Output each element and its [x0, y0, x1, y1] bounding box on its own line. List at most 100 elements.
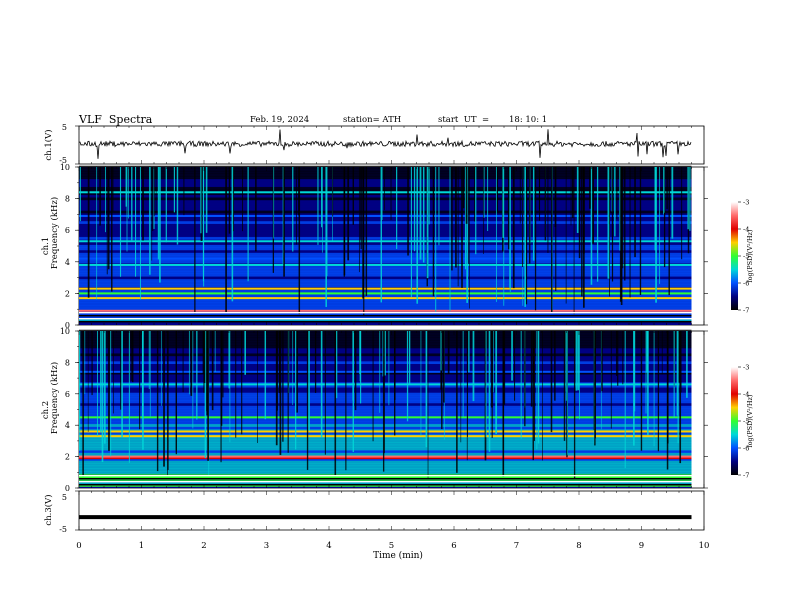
- sferic-streak: [593, 331, 595, 444]
- ch1-channel-ylabel: ch.1: [41, 237, 51, 255]
- spectrogram-row: [79, 436, 692, 440]
- sferic-streak: [388, 331, 390, 406]
- sferic-streak: [192, 331, 194, 429]
- spectrogram-row: [79, 294, 692, 298]
- sferic-streak: [255, 167, 257, 252]
- ch2-frequency-ylabel: Frequency (kHz): [49, 362, 60, 434]
- colorbar-tick-label: -3: [743, 199, 749, 207]
- spectrogram-row: [79, 395, 692, 399]
- spectrogram-row: [79, 215, 692, 219]
- sferic-streak: [659, 167, 661, 284]
- sferic-streak: [687, 167, 689, 230]
- sferic-streak: [522, 167, 523, 267]
- sferic-streak: [384, 167, 385, 211]
- sferic-streak: [232, 167, 235, 232]
- sferic-streak: [566, 331, 568, 458]
- spectrogram-row: [79, 276, 692, 280]
- sferic-streak: [363, 167, 365, 316]
- sferic-streak: [447, 331, 450, 374]
- sferic-streak: [657, 331, 660, 452]
- spectrogram-row: [79, 484, 692, 487]
- ch2-frequency-ticks: 0 2 4 6 8 10: [60, 327, 708, 493]
- sferic-streak: [532, 331, 534, 461]
- sferic-streak: [347, 167, 350, 261]
- sferic-streak: [661, 331, 663, 375]
- freq-tick-label: 8: [65, 195, 70, 204]
- sferic-streak: [345, 331, 347, 471]
- sferic-streak: [425, 331, 428, 448]
- spectrogram-row: [79, 189, 692, 193]
- sferic-streak: [295, 167, 297, 245]
- sferic-streak: [663, 167, 665, 213]
- colorbar-tick-label: -7: [743, 472, 749, 480]
- spectrogram-row: [79, 197, 692, 201]
- sferic-streak: [244, 331, 247, 375]
- sferic-streak: [130, 331, 132, 381]
- ch2-colorbar: log(PSD)(V²/Hz) -3 -4 -5 -6 -7: [731, 364, 754, 480]
- freq-tick-label: 0: [65, 321, 70, 330]
- sferic-streak: [382, 331, 384, 377]
- sferic-streak: [647, 331, 649, 435]
- time-tick-label: 9: [639, 541, 644, 551]
- sferic-streak: [112, 167, 114, 212]
- sferic-streak: [278, 331, 281, 394]
- sferic-streak: [563, 331, 566, 441]
- sferic-streak: [547, 167, 549, 253]
- sferic-streak: [372, 331, 374, 442]
- spectrogram-row: [79, 439, 692, 443]
- sferic-streak: [573, 167, 575, 315]
- sferic-streak: [609, 167, 610, 297]
- sferic-streak: [420, 331, 422, 436]
- spectrogram-band: [79, 416, 692, 419]
- sferic-streak: [679, 331, 682, 464]
- sferic-streak: [396, 167, 398, 249]
- colorbar-tick-label: -7: [743, 307, 749, 315]
- sferic-streak: [467, 331, 468, 437]
- sferic-streak: [520, 331, 522, 439]
- spectrogram-band: [79, 430, 692, 433]
- low-freq-stripe: [79, 318, 692, 320]
- spectrogram-row: [79, 271, 692, 274]
- sferic-streak: [205, 167, 208, 233]
- sferic-streak: [678, 331, 681, 383]
- sferic-streak: [611, 167, 614, 282]
- sferic-streak: [512, 167, 515, 289]
- spectrogram-band: [79, 292, 692, 295]
- sferic-streak: [165, 167, 167, 243]
- sferic-streak: [120, 331, 122, 410]
- low-freq-stripe: [79, 481, 692, 483]
- spectrogram-row: [79, 318, 692, 322]
- sferic-streak: [524, 167, 526, 307]
- sferic-streak: [188, 331, 190, 395]
- ch1-voltage-ylabel: ch.1(V): [43, 129, 54, 160]
- spectrogram-band: [79, 257, 692, 260]
- sferic-streak: [462, 167, 465, 209]
- sferic-streak: [203, 331, 205, 393]
- sferic-streak: [241, 331, 243, 435]
- time-tick-marks: [75, 125, 705, 531]
- spectrogram-band: [79, 309, 692, 312]
- sferic-streak: [362, 167, 365, 299]
- sferic-streak: [578, 331, 580, 420]
- sferic-streak: [509, 167, 511, 292]
- freq-tick-label: 8: [65, 358, 70, 367]
- low-freq-stripe: [79, 475, 692, 477]
- spectrogram-row: [79, 278, 692, 282]
- sferic-streak: [87, 331, 89, 432]
- sferic-streak: [314, 331, 317, 393]
- sferic-streak: [222, 331, 224, 398]
- sferic-streak: [438, 167, 440, 246]
- sferic-streak: [111, 167, 113, 292]
- sferic-streak: [381, 167, 383, 220]
- sferic-streak: [352, 331, 354, 453]
- spectrogram-row: [79, 302, 692, 306]
- ch2-colorbar-label: log(PSD)(V²/Hz): [746, 394, 754, 447]
- sferic-streak: [110, 331, 112, 457]
- sferic-streak: [671, 167, 674, 239]
- sferic-streak: [384, 331, 386, 376]
- ch1-frequency-ylabel: Frequency (kHz): [49, 197, 60, 269]
- sferic-streak: [457, 167, 459, 287]
- ch1-spectrogram-image: [79, 165, 692, 325]
- sferic-streak: [645, 331, 647, 414]
